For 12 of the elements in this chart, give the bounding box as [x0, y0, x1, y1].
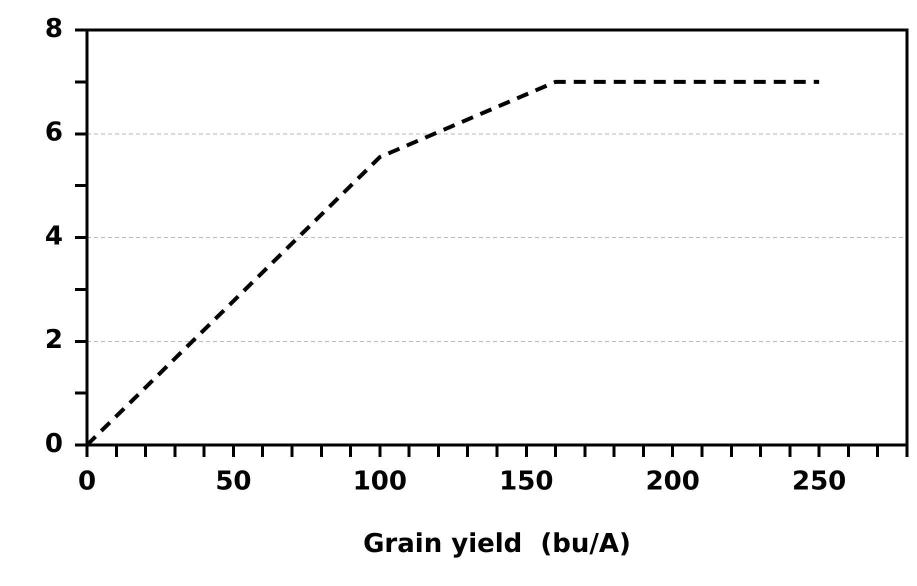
x-tick-label: 50	[215, 466, 252, 496]
x-tick-label: 250	[792, 466, 846, 496]
x-tick-label: 100	[352, 466, 407, 496]
y-tick-label: 0	[44, 428, 63, 459]
x-axis-title: Grain yield (bu/A)	[363, 529, 631, 560]
y-tick-label: 4	[44, 221, 63, 252]
x-tick-label: 150	[499, 466, 554, 496]
y-tick-label: 8	[44, 14, 63, 44]
y-tick-label: 2	[44, 325, 63, 355]
x-tick-label: 0	[78, 466, 96, 496]
y-tick-label: 6	[44, 118, 63, 148]
x-tick-label: 200	[646, 466, 700, 496]
